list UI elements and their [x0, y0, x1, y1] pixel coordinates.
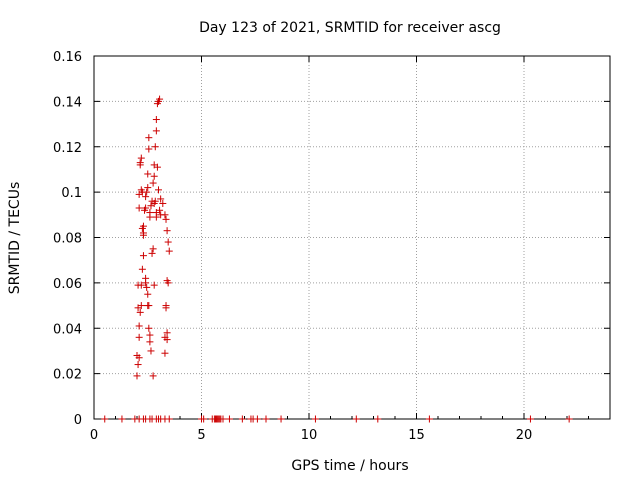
y-tick-label: 0.02 [53, 368, 82, 383]
data-point-marker [136, 159, 144, 167]
y-axis-ticks: 0 0.02 0.04 0.06 0.08 0.1 0.12 0.14 0.16 [53, 50, 610, 428]
data-point-marker [153, 163, 161, 171]
data-point-marker [134, 304, 142, 312]
data-point-marker [146, 331, 154, 339]
y-tick-label: 0 [74, 413, 82, 428]
data-point-marker [118, 415, 126, 423]
data-point-marker [151, 197, 159, 205]
data-point-marker [225, 415, 233, 423]
data-point-marker [142, 279, 150, 287]
data-point-marker [138, 188, 146, 196]
data-point-marker [145, 302, 153, 310]
data-point-marker [138, 265, 146, 273]
data-point-marker [311, 415, 319, 423]
data-point-marker [152, 127, 160, 135]
data-point-marker [374, 415, 382, 423]
data-point-marker [145, 324, 153, 332]
data-point-marker [146, 209, 154, 217]
data-point-marker [163, 336, 171, 344]
data-point-marker [157, 195, 165, 203]
data-point-marker [152, 116, 160, 124]
data-point-marker [156, 206, 164, 214]
chart-title: Day 123 of 2021, SRMTID for receiver asc… [199, 20, 501, 36]
data-point-marker [161, 349, 169, 357]
y-tick-label: 0.04 [53, 322, 82, 337]
data-point-marker [165, 415, 173, 423]
data-point-marker [162, 304, 170, 312]
data-point-marker [162, 215, 170, 223]
data-point-marker [149, 372, 157, 380]
data-point-marker [253, 415, 261, 423]
x-tick-label: 5 [197, 428, 205, 443]
data-point-marker [135, 322, 143, 330]
data-point-marker [145, 145, 153, 153]
data-point-marker [101, 415, 109, 423]
data-point-marker [163, 329, 171, 337]
data-point-marker [155, 186, 162, 194]
data-point-marker [147, 347, 155, 355]
data-point-marker [139, 252, 147, 260]
data-point-marker [142, 204, 150, 212]
y-tick-label: 0.12 [53, 141, 82, 156]
data-point-marker [137, 154, 145, 162]
data-point-marker [145, 134, 153, 142]
data-point-marker [219, 415, 227, 423]
data-point-marker [136, 308, 144, 316]
data-point-marker [352, 415, 360, 423]
data-points [101, 95, 573, 423]
data-point-marker [164, 238, 172, 246]
data-point-marker [134, 361, 142, 369]
data-point-marker [164, 279, 172, 287]
data-point-marker [150, 172, 158, 180]
data-point-marker [165, 247, 173, 255]
data-point-marker [159, 199, 167, 207]
data-point-marker [144, 170, 152, 178]
x-axis-ticks: 0 5 10 15 20 [90, 56, 589, 443]
data-point-marker [135, 333, 143, 341]
data-point-marker [150, 281, 158, 289]
data-point-marker [151, 143, 159, 151]
data-point-marker [144, 184, 152, 192]
data-point-marker [262, 415, 270, 423]
y-tick-label: 0.08 [53, 232, 82, 247]
data-point-marker [134, 281, 142, 289]
data-point-marker [156, 95, 164, 103]
data-point-marker [200, 415, 208, 423]
data-point-marker [277, 415, 285, 423]
data-point-marker [138, 224, 146, 232]
x-tick-label: 15 [408, 428, 425, 443]
data-point-marker [148, 249, 156, 257]
data-point-marker [135, 204, 143, 212]
x-tick-label: 0 [90, 428, 98, 443]
data-point-marker [139, 229, 147, 237]
data-point-marker [565, 415, 573, 423]
data-point-marker [526, 415, 534, 423]
data-point-marker [146, 338, 154, 346]
data-point-marker [133, 351, 141, 359]
y-tick-label: 0.06 [53, 277, 82, 292]
y-tick-label: 0.14 [53, 95, 82, 110]
data-point-marker [238, 415, 246, 423]
grid-lines [94, 56, 610, 419]
data-point-marker [144, 290, 152, 298]
y-axis-label: SRMTID / TECUs [7, 182, 23, 295]
data-point-marker [133, 372, 141, 380]
data-point-marker [149, 179, 157, 187]
y-tick-label: 0.1 [61, 186, 82, 201]
data-point-marker [143, 283, 151, 291]
data-point-marker [425, 415, 433, 423]
x-tick-label: 20 [516, 428, 533, 443]
data-point-marker [149, 245, 157, 253]
x-axis-label: GPS time / hours [291, 458, 408, 474]
data-point-marker [163, 227, 171, 235]
x-tick-label: 10 [301, 428, 318, 443]
data-point-marker [142, 193, 150, 201]
data-point-marker [157, 211, 165, 219]
y-tick-label: 0.16 [53, 50, 82, 65]
